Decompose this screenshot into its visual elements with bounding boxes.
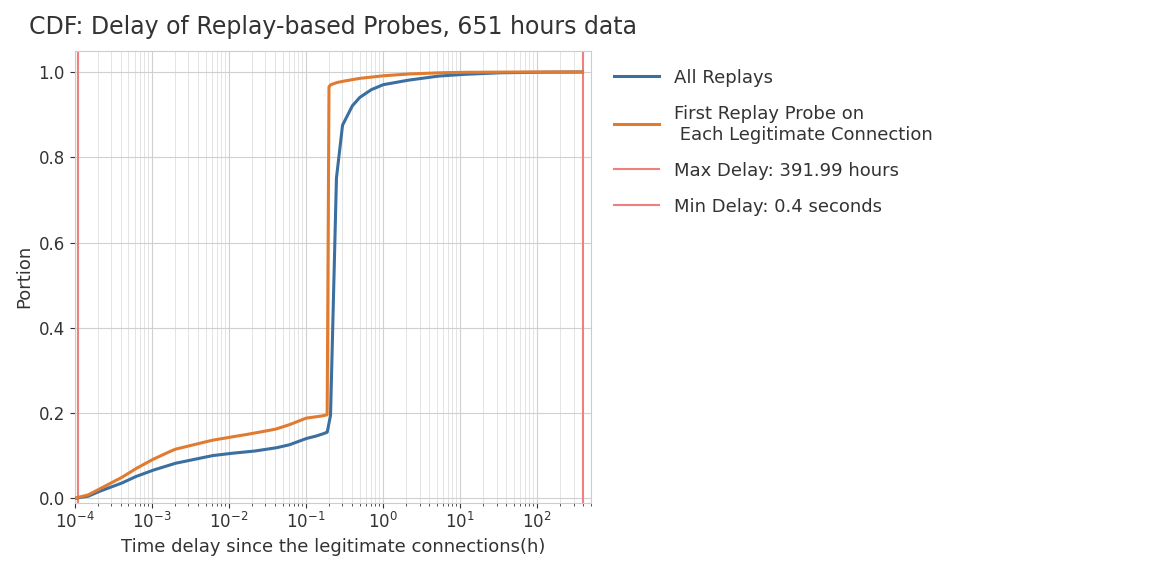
First Replay Probe on
 Each Legitimate Connection (156, 451, 170, 458)
First Replay Probe on
 Each Legitimate Connection (511, 69, 525, 75)
Legend: All Replays, First Replay Probe on
 Each Legitimate Connection, Max Delay: 391.9: All Replays, First Replay Probe on Each … (605, 60, 941, 226)
X-axis label: Time delay since the legitimate connections(h): Time delay since the legitimate connecti… (121, 538, 545, 556)
All Replays (511, 69, 525, 76)
All Replays (68, 495, 82, 502)
Title: CDF: Delay of Replay-based Probes, 651 hours data: CDF: Delay of Replay-based Probes, 651 h… (29, 15, 637, 39)
All Replays (575, 69, 589, 75)
First Replay Probe on
 Each Legitimate Connection (68, 495, 82, 502)
All Replays (156, 464, 170, 471)
First Replay Probe on
 Each Legitimate Connection (285, 420, 299, 427)
Line: All Replays: All Replays (75, 72, 582, 498)
All Replays (125, 475, 139, 481)
First Replay Probe on
 Each Legitimate Connection (575, 69, 589, 75)
All Replays (262, 445, 276, 452)
All Replays (566, 69, 580, 75)
First Replay Probe on
 Each Legitimate Connection (125, 467, 139, 474)
First Replay Probe on
 Each Legitimate Connection (262, 427, 276, 434)
Y-axis label: Portion: Portion (15, 245, 33, 308)
First Replay Probe on
 Each Legitimate Connection (530, 69, 545, 75)
All Replays (285, 441, 299, 448)
Line: First Replay Probe on
 Each Legitimate Connection: First Replay Probe on Each Legitimate Co… (75, 72, 582, 498)
First Replay Probe on
 Each Legitimate Connection (566, 69, 580, 75)
